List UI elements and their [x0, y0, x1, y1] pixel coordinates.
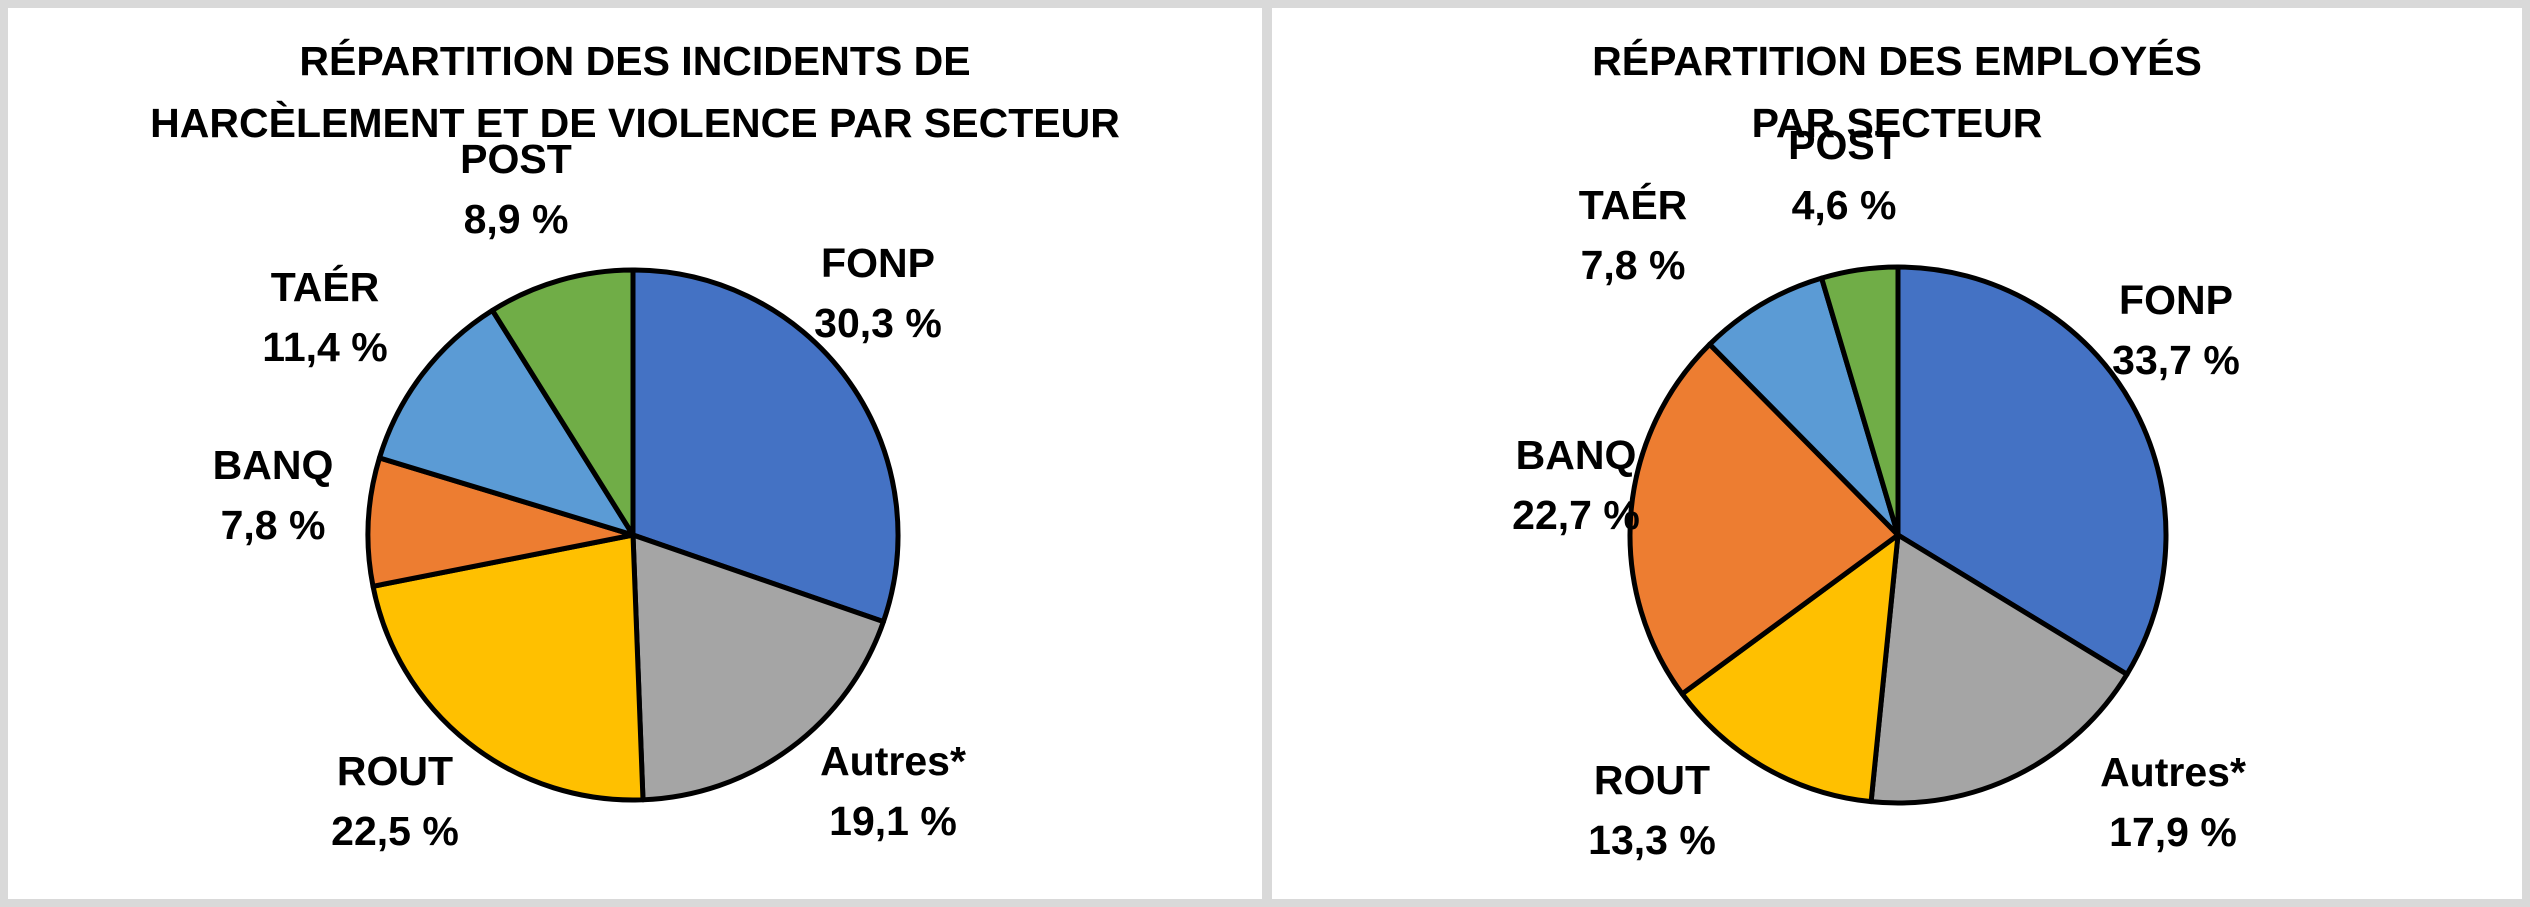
slice-category-label: FONP: [2119, 277, 2233, 323]
slice-value-label: 11,4 %: [262, 324, 387, 370]
pie-slice-banq: [365, 455, 636, 589]
slice-category-label: ROUT: [337, 748, 453, 794]
slice-value-label: 17,9 %: [2109, 809, 2237, 855]
pie-slice-tar: [376, 307, 636, 538]
pie-slice-rout: [370, 532, 646, 803]
chart-title: RÉPARTITION DES EMPLOYÉS PAR SECTEUR: [1272, 30, 2522, 154]
slice-value-label: 19,1 %: [829, 798, 957, 844]
slice-value-label: 7,8 %: [1581, 242, 1686, 288]
pie-slice-fonp: [1895, 264, 2169, 677]
chart-title-line-1: RÉPARTITION DES INCIDENTS DE: [299, 38, 971, 84]
chart-panel-incidents: RÉPARTITION DES INCIDENTS DE HARCÈLEMENT…: [8, 8, 1262, 899]
slice-category-label: ROUT: [1594, 757, 1710, 803]
pie-slice-banq: [1627, 341, 1901, 697]
slice-category-label: BANQ: [1516, 432, 1637, 478]
chart-title-line-2: PAR SECTEUR: [1751, 100, 2043, 146]
chart-title: RÉPARTITION DES INCIDENTS DE HARCÈLEMENT…: [8, 30, 1262, 154]
pie-slice-autres: [1868, 532, 2130, 806]
slice-value-label: 8,9 %: [464, 196, 569, 242]
slice-category-label: BANQ: [213, 442, 334, 488]
slice-category-label: POST: [460, 136, 572, 182]
slice-value-label: 13,3 %: [1588, 817, 1716, 863]
pie-slice-post: [1819, 264, 1901, 538]
slice-category-label: TAÉR: [1579, 182, 1688, 228]
chart-title-line-1: RÉPARTITION DES EMPLOYÉS: [1592, 38, 2202, 84]
slice-value-label: 7,8 %: [221, 502, 326, 548]
pie-slice-autres: [630, 532, 886, 803]
pie-slice-tar: [1707, 275, 1901, 538]
chart-title-line-2: HARCÈLEMENT ET DE VIOLENCE PAR SECTEUR: [150, 100, 1120, 146]
slice-category-label: Autres*: [2100, 749, 2246, 795]
slice-value-label: 30,3 %: [814, 300, 942, 346]
pie-slice-fonp: [630, 267, 901, 625]
pie-chart-incidents: FONP 30,3 % Autres* 19,1 % ROUT 22,5 % BANQ 7,8…: [213, 136, 966, 854]
slice-category-label: POST: [1788, 122, 1900, 168]
slice-category-label: FONP: [821, 240, 935, 286]
slice-category-label: Autres*: [820, 738, 966, 784]
slice-value-label: 33,7 %: [2112, 337, 2240, 383]
pie-chart-employees: FONP 33,7 % Autres* 17,9 % ROUT 13,3 % BANQ 22,…: [1512, 122, 2246, 863]
pie-slice-rout: [1679, 532, 1901, 805]
chart-panel-employees: RÉPARTITION DES EMPLOYÉS PAR SECTEUR FON…: [1272, 8, 2522, 899]
slice-value-label: 4,6 %: [1792, 182, 1897, 228]
slice-value-label: 22,7 %: [1512, 492, 1640, 538]
slice-value-label: 22,5 %: [331, 808, 459, 854]
slice-category-label: TAÉR: [271, 264, 380, 310]
pie-slice-post: [489, 267, 636, 538]
